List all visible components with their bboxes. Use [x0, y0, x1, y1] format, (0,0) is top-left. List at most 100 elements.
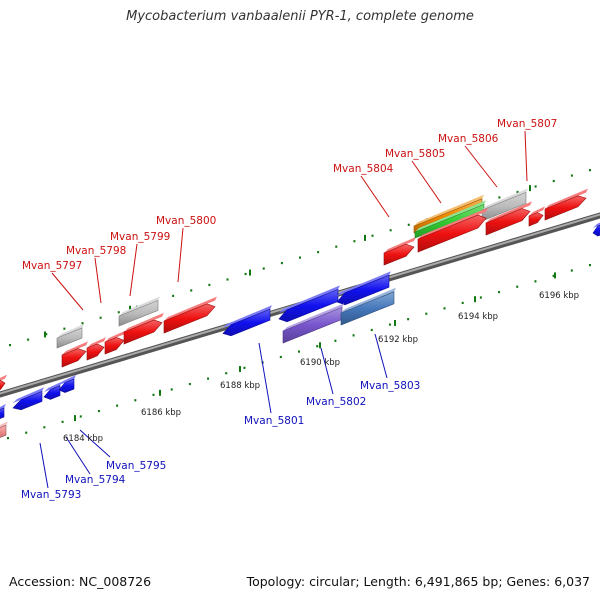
gene-arrow-reverse [58, 378, 75, 393]
gene-arrow-forward [528, 212, 544, 227]
tick-dot [589, 264, 591, 267]
tick-dot [498, 291, 501, 294]
gene-label: Mvan_5800 [156, 215, 216, 227]
gene-arrow-reverse-top [59, 375, 76, 385]
gene-arrow-reverse-top [593, 222, 600, 228]
tick-dot [479, 296, 482, 299]
feature-block-pink-top [0, 421, 8, 428]
tick-dot [534, 185, 537, 188]
tick-dot [552, 179, 555, 183]
tick-dot [243, 366, 246, 369]
tick-dot [207, 377, 210, 380]
gene-arrow-forward-top [0, 374, 7, 381]
gene-arrow-reverse [592, 224, 600, 237]
length-value: 6,491,865 bp [414, 574, 499, 589]
gene-arrow-forward [104, 337, 125, 355]
tick-dot [388, 323, 391, 326]
tick-dot [97, 409, 100, 413]
gene-features [0, 188, 600, 438]
gene-arrow-forward [485, 208, 531, 236]
gene-label: Mvan_5799 [110, 231, 170, 243]
tick-dot [352, 334, 355, 337]
tick-dot [27, 338, 30, 341]
tick-dot [353, 240, 356, 243]
tick-dot [45, 333, 48, 336]
tick-dot [589, 169, 591, 172]
tick-dot [63, 327, 66, 330]
topology-value: circular [309, 574, 356, 589]
tick-dot [407, 318, 410, 321]
tick-dot [334, 339, 337, 342]
gene-arrow-forward [163, 303, 216, 334]
tick-dot [389, 229, 392, 232]
tick-dot [188, 382, 191, 386]
gene-arrow-reverse [0, 407, 5, 419]
gene-arrow-reverse-top [337, 271, 391, 296]
gene-arrow-forward-top [384, 237, 416, 253]
tick-dot [116, 404, 119, 407]
leader-line [39, 442, 49, 489]
gene-arrow-forward [0, 380, 6, 390]
gene-label: Mvan_5797 [22, 260, 82, 272]
gene-arrow-forward-top [105, 330, 126, 342]
leader-line [129, 243, 138, 297]
tick-dot [79, 415, 82, 418]
tick-dot [280, 261, 283, 265]
gene-label: Mvan_5805 [385, 148, 445, 160]
tick-dot [279, 355, 282, 359]
tick-dot [117, 311, 120, 314]
tick-dot [134, 399, 137, 402]
gene-labels: Mvan_5793 Mvan_5794 Mvan_5795 Mvan_5797 Mvan… [21, 118, 557, 501]
tick-dot [299, 256, 301, 259]
gene-arrow-reverse [222, 308, 271, 337]
gene-label: Mvan_5795 [106, 460, 166, 472]
accession-label: Accession: [9, 574, 76, 589]
tick-dot [570, 269, 573, 272]
leader-line [464, 145, 498, 188]
leader-line [360, 175, 390, 218]
gene-arrow-forward-top [486, 201, 532, 223]
tick-dot [316, 345, 319, 348]
genes-label: Genes: [506, 574, 551, 589]
tick-dot [172, 294, 175, 297]
leader-line [258, 342, 272, 414]
scale-label: 6192 kbp [378, 335, 418, 345]
gene-label: Mvan_5793 [21, 489, 81, 501]
tick-dot [7, 437, 9, 440]
tick-dot [443, 307, 446, 310]
leader-line [65, 436, 91, 475]
gene-arrow-forward [383, 243, 415, 266]
gene-arrow-forward-top [164, 296, 217, 321]
gene-arrow-reverse-top [44, 381, 62, 392]
gene-arrow-reverse [336, 274, 390, 306]
gene-block-pseudo-top [119, 296, 160, 316]
gene-block-pseudo-top [482, 188, 528, 210]
tick-dot [317, 251, 320, 254]
gene-arrow-forward [61, 348, 87, 368]
genes-value: 6,037 [554, 574, 590, 589]
gene-arrow-forward [86, 343, 105, 361]
gene-arrow-forward-top [87, 337, 106, 348]
gene-block-pseudo-top [57, 324, 84, 338]
tick-dot [225, 372, 228, 375]
gene-arrow-reverse [12, 390, 43, 411]
tick-dot [570, 174, 573, 177]
gene-arrow-forward [417, 214, 487, 253]
scale-label: 6194 kbp [458, 312, 498, 322]
scale-label: 6188 kbp [220, 381, 260, 391]
gene-arrow-forward-top [545, 188, 588, 209]
leader-line [51, 272, 84, 311]
gene-label: Mvan_5794 [65, 474, 126, 486]
gene-arrow-forward-top [418, 207, 488, 239]
scale-label: 6190 kbp [300, 358, 340, 368]
gene-arrow-reverse-top [223, 305, 272, 328]
gene-block-pseudo [118, 299, 159, 327]
tick-dot [190, 289, 193, 292]
leader-line [320, 347, 334, 395]
tick-dot [516, 190, 519, 194]
tick-dot [407, 223, 410, 226]
length-label: Length: [363, 574, 411, 589]
tick-dot [370, 328, 373, 332]
tick-dot [81, 322, 84, 325]
